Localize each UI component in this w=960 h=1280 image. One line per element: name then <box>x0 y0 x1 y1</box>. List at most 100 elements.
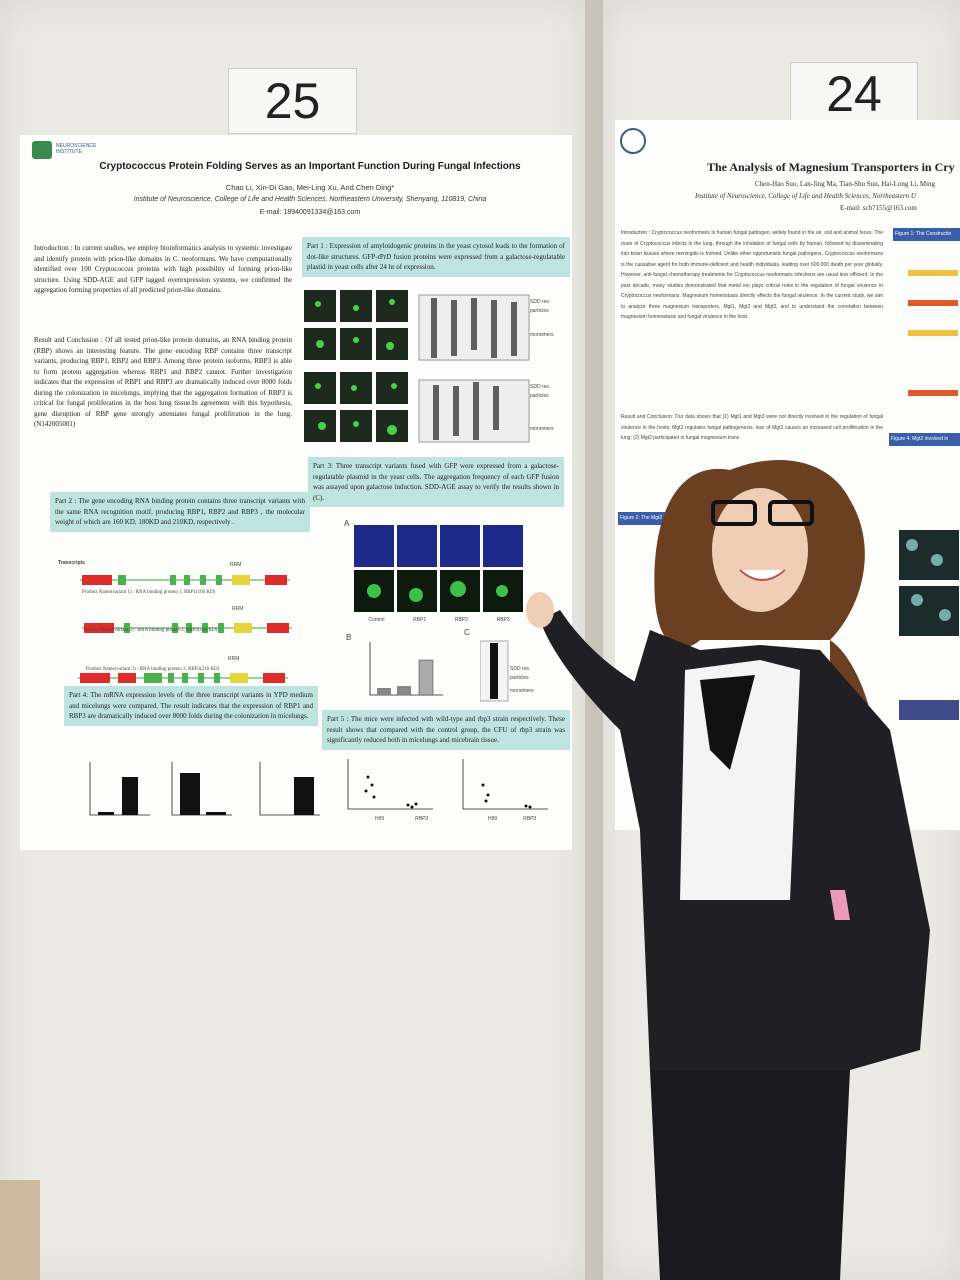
shape <box>528 805 532 809</box>
shape <box>367 581 508 602</box>
part-2: Part 2 : The gene encoding RNA binding p… <box>50 492 310 532</box>
variant-label: Product Name(variant 3) : RNA binding pr… <box>86 667 220 672</box>
shape <box>202 623 208 633</box>
rrm-label: RRM <box>228 656 240 662</box>
shape <box>387 425 397 435</box>
shape <box>830 890 850 920</box>
gel-label: SDD res. particles <box>510 666 531 681</box>
shape <box>206 812 226 815</box>
figure-4 <box>899 530 959 720</box>
floor <box>0 1180 40 1280</box>
shape <box>232 575 250 585</box>
shape <box>267 623 289 633</box>
shape <box>200 575 206 585</box>
panel-letter: B <box>346 633 352 642</box>
shape <box>230 673 248 683</box>
logo-icon <box>620 128 646 154</box>
left-poster: NEUROSCIENCE INSTITUTE Cryptococcus Prot… <box>20 135 572 850</box>
shape <box>354 525 394 567</box>
shape <box>931 554 943 566</box>
poster-number: 25 <box>228 68 357 134</box>
shape <box>315 299 397 435</box>
part-1-figures <box>304 290 530 443</box>
shape <box>908 270 958 276</box>
panel-a-label: RBP1 <box>413 617 427 623</box>
gel-label: monomers <box>530 426 554 432</box>
shape <box>364 775 532 809</box>
part-5-label: RBP3 <box>415 816 429 822</box>
shape <box>372 795 376 799</box>
shape <box>265 575 287 585</box>
shape <box>391 383 397 389</box>
poster-title: Cryptococcus Protein Folding Serves as a… <box>99 161 521 172</box>
shape <box>170 575 176 585</box>
part-5-charts <box>347 759 548 810</box>
transcript-1 <box>80 575 290 585</box>
logo-icon <box>32 141 52 159</box>
result: Result and Conclusion : Of all tested pr… <box>34 336 292 428</box>
transcripts-label: Transcripts <box>58 560 85 566</box>
shape <box>316 340 324 348</box>
shape <box>234 623 252 633</box>
shape <box>318 422 326 430</box>
shape <box>84 623 114 633</box>
transcript-3 <box>78 673 288 683</box>
affiliation: Institute of Neuroscience, College of Li… <box>133 196 487 203</box>
shape <box>418 659 434 696</box>
introduction: Introduction : Cryptococcus neoformans i… <box>621 230 883 320</box>
shape <box>433 382 499 440</box>
panel-letter: A <box>344 519 350 528</box>
shape <box>218 623 224 633</box>
gel-label: SDD res. particles <box>530 299 551 314</box>
shape <box>353 337 359 343</box>
shape <box>899 530 959 580</box>
shape <box>906 539 918 551</box>
part-5-label: RBP3 <box>523 816 537 822</box>
shape <box>486 793 490 797</box>
shape <box>347 759 548 810</box>
part-5: Part 5 : The mice were infected with wil… <box>322 710 570 750</box>
shape <box>908 390 958 396</box>
result: Result and Conclusion: Our data shows th… <box>621 414 883 441</box>
shape <box>397 525 437 567</box>
panel-a-labels: Control RBP1 RBP2 RBP3 <box>354 616 524 625</box>
shape <box>397 686 411 695</box>
shape <box>182 673 188 683</box>
shape <box>118 673 136 683</box>
shape <box>440 525 480 567</box>
shape <box>712 488 808 612</box>
introduction: Introduction : In current studies, we em… <box>34 244 292 294</box>
shape <box>389 299 395 305</box>
shape <box>700 675 755 770</box>
shape <box>908 330 958 336</box>
shape <box>409 588 423 602</box>
panel-a-images <box>354 525 523 612</box>
shape <box>911 594 923 606</box>
rrm-label: RRM <box>232 606 244 612</box>
part-3: Part 3: Three transcript variants fused … <box>308 457 564 507</box>
authors: Chen-Hao Suo, Lan-Jing Ma, Tian-Shu Sun,… <box>755 180 936 188</box>
shape <box>98 812 114 815</box>
panel-a-label: RBP2 <box>454 617 468 623</box>
shape <box>180 773 200 815</box>
person <box>526 460 930 1280</box>
authors: Chao Li, Xin-Di Gao, Mei-Ling Xu, And Ch… <box>225 183 395 192</box>
expression-charts <box>89 762 320 816</box>
panel-c-gel <box>480 640 509 702</box>
email: E-mail: 18940091334@163.com <box>259 209 361 216</box>
shape <box>899 700 959 720</box>
shape <box>353 421 359 427</box>
shape <box>122 777 138 815</box>
part-1: Part 1 : Expression of amyloidogenic pro… <box>302 237 570 277</box>
shape <box>369 642 443 696</box>
shape <box>353 305 359 311</box>
shape <box>168 673 174 683</box>
shape <box>315 301 321 307</box>
shape <box>386 342 394 350</box>
shape <box>367 584 381 598</box>
email: E-mail: sch7155@163.com <box>840 204 917 212</box>
panel-b-chart <box>369 642 443 696</box>
shape <box>406 803 410 807</box>
shape <box>118 575 126 585</box>
shape <box>82 575 112 585</box>
